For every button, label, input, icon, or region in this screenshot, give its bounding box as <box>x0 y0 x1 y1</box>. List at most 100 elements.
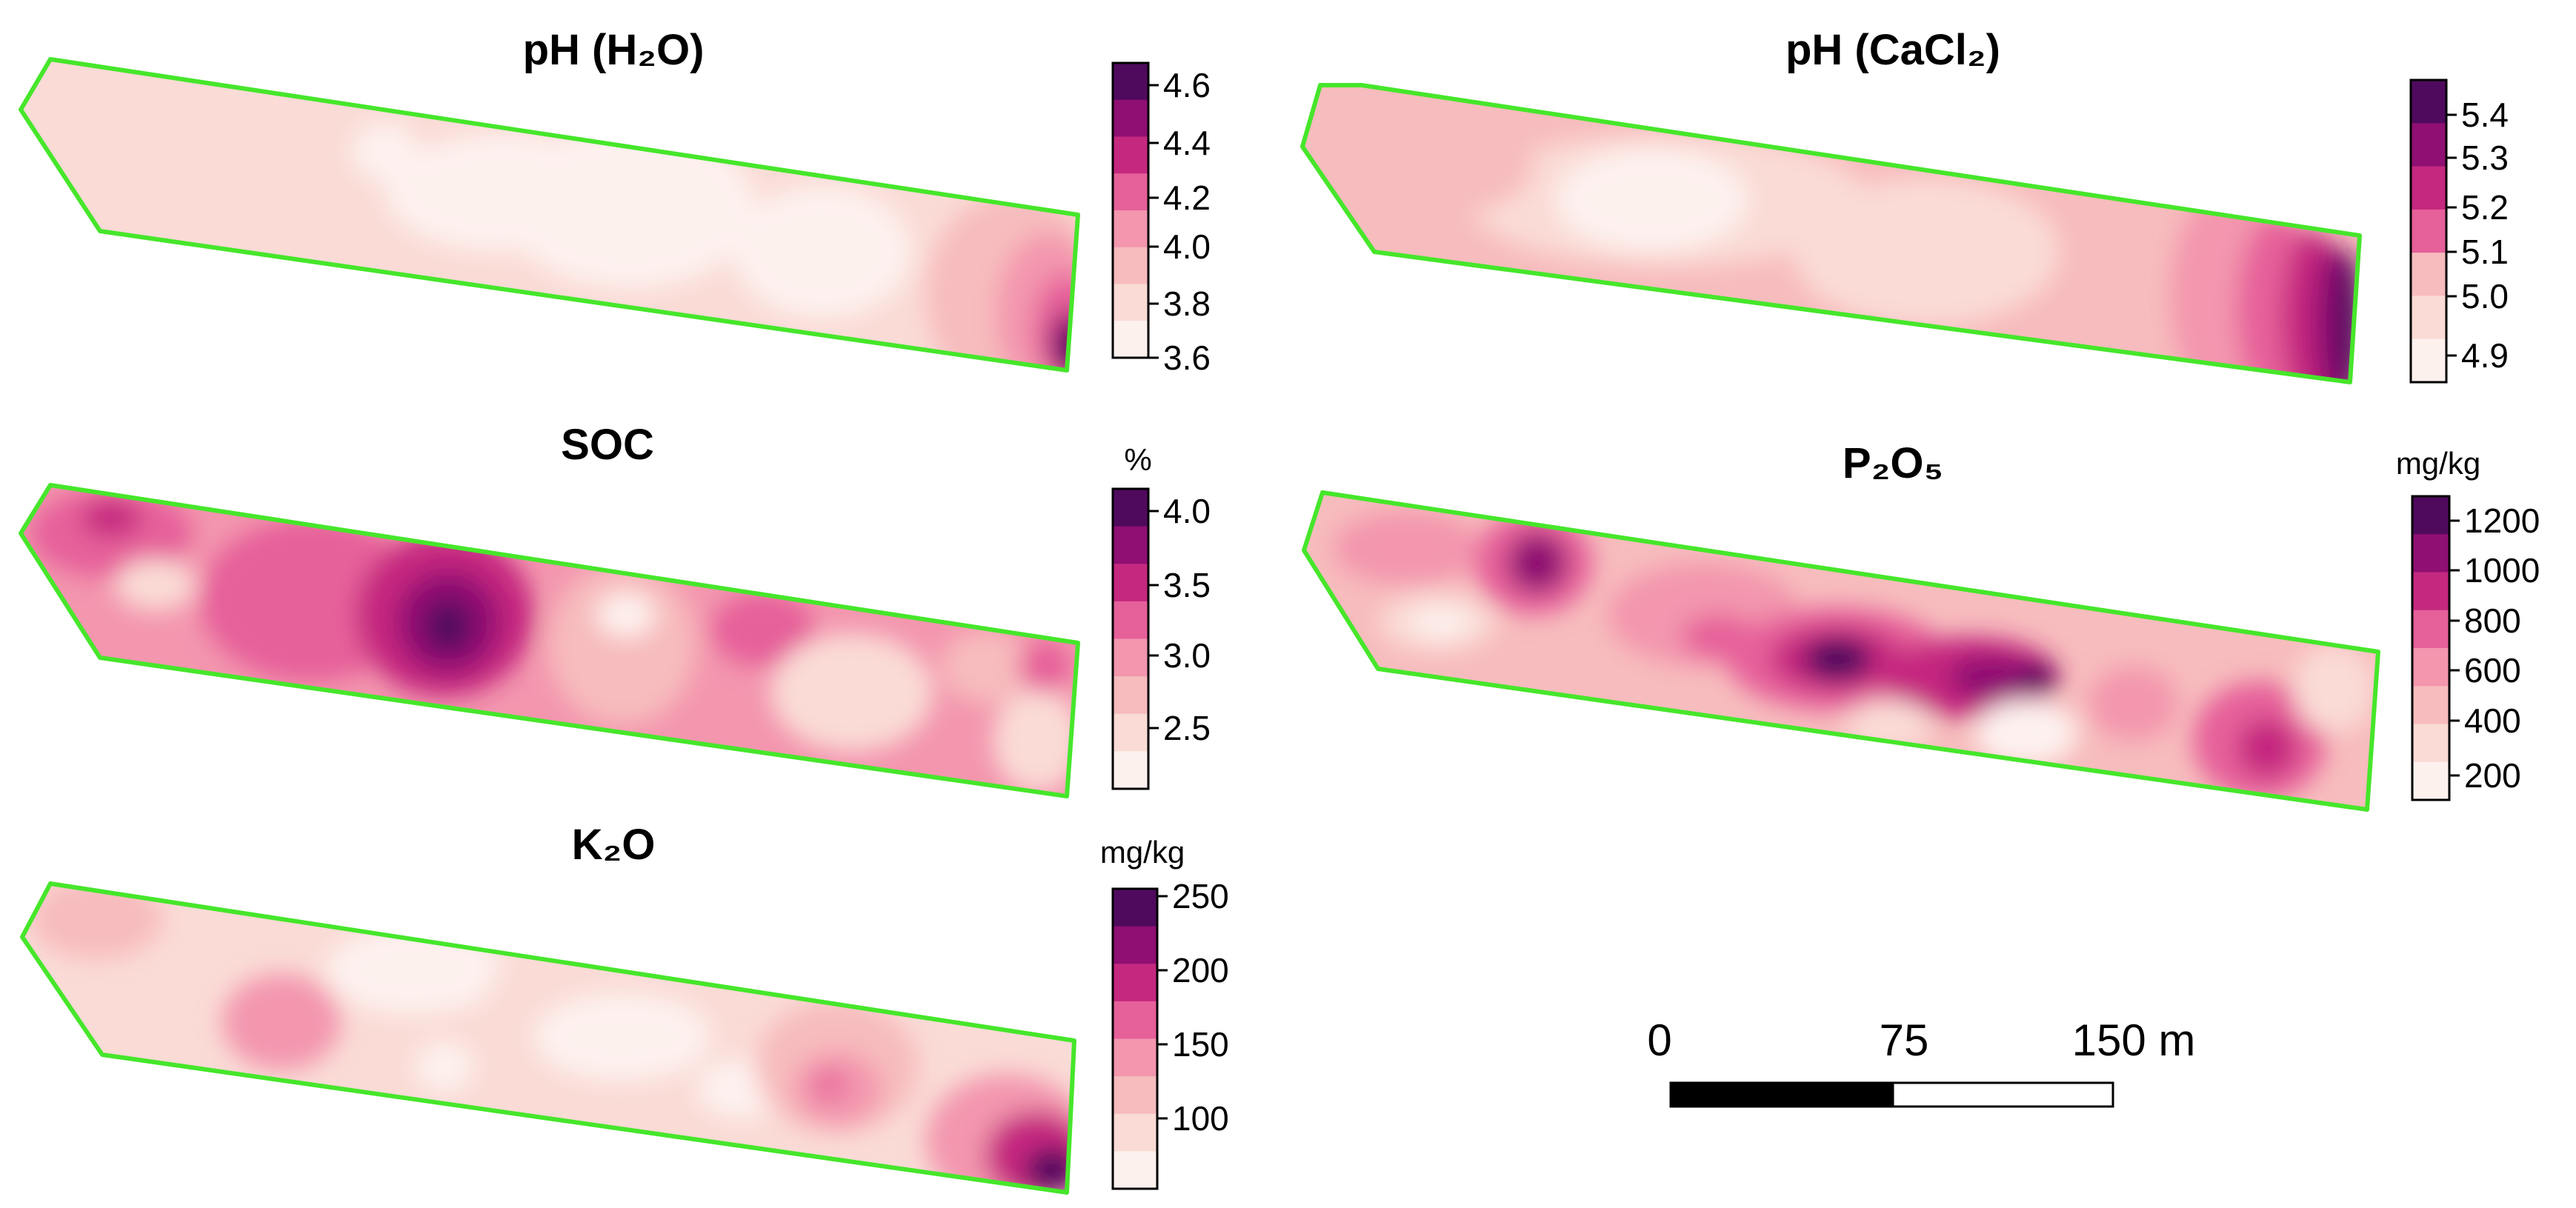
legend-unit-label: mg/kg <box>2396 446 2480 481</box>
legend-color-band <box>1113 321 1148 358</box>
map-panel-k2o: K₂O <box>20 821 1076 1195</box>
legend-color-band <box>2412 496 2449 535</box>
map-panel-p2o5: P₂O₅ <box>1302 439 2380 812</box>
scale-bar: 0 75 150 m <box>1647 1015 2196 1108</box>
legend-color-band <box>2412 534 2449 573</box>
field-boundary <box>20 881 1076 1195</box>
legend-frame <box>1111 887 1159 1190</box>
map-panel-ph-h2o: pH (H₂O) <box>19 26 1080 373</box>
legend-ph-h2o: 4.6 4.4 4.2 4.0 3.8 3.6 <box>1111 61 1211 377</box>
legend-tick-label: 3.6 <box>1163 338 1211 377</box>
ph-cacl2-surface <box>1302 85 2360 382</box>
legend-color-band <box>1113 964 1157 1002</box>
legend-tick-label: 2.5 <box>1163 709 1211 747</box>
legend-color-band <box>1113 676 1148 715</box>
legend-tick-label: 4.0 <box>1163 227 1211 266</box>
legend-color-band <box>1113 1113 1157 1152</box>
legend-color-band <box>1113 926 1157 964</box>
legend-color-band <box>1113 713 1148 752</box>
map-title: P₂O₅ <box>1843 439 1943 487</box>
legend-tick-label: 4.9 <box>2461 336 2509 375</box>
legend-tick-label: 3.5 <box>1163 566 1211 604</box>
scale-label-150m: 150 m <box>2072 1015 2196 1065</box>
legend-unit-label: % <box>1124 442 1151 477</box>
legend-color-band <box>1113 601 1148 639</box>
scale-label-75: 75 <box>1880 1015 1929 1065</box>
legend-color-band <box>2412 686 2449 724</box>
ph-h2o-surface <box>21 59 1078 370</box>
scale-bar-black-segment <box>1671 1083 1893 1107</box>
legend-tick-label: 3.8 <box>1163 284 1211 323</box>
scale-label-0: 0 <box>1647 1015 1671 1065</box>
legend-k2o: 250 200 150 100 mg/kg <box>1100 835 1229 1190</box>
legend-color-band <box>1113 526 1148 564</box>
legend-color-band <box>1113 136 1148 174</box>
legend-p2o5: 1200 1000 800 600 400 200 mg/kg <box>2396 446 2540 801</box>
legend-unit-label: mg/kg <box>1100 835 1185 870</box>
legend-ph-cacl2: 5.4 5.3 5.2 5.1 5.0 4.9 <box>2409 79 2509 384</box>
field-boundary <box>19 483 1080 798</box>
legend-color-band <box>1113 63 1148 101</box>
map-panel-soc: SOC <box>19 421 1080 798</box>
legend-color-band <box>1113 247 1148 284</box>
legend-color-band <box>2411 338 2446 383</box>
legend-tick-label: 600 <box>2464 651 2521 690</box>
legend-color-band <box>2412 761 2449 801</box>
legend-color-band <box>1113 564 1148 602</box>
legend-color-band <box>1113 751 1148 790</box>
legend-color-band <box>2411 80 2446 124</box>
legend-color-band <box>2412 648 2449 687</box>
legend-tick-label: 150 <box>1172 1025 1229 1064</box>
legend-tick-label: 1000 <box>2464 551 2540 590</box>
field-boundary <box>19 57 1080 373</box>
map-title: pH (H₂O) <box>523 26 705 74</box>
map-panel-ph-cacl2: pH (CaCl₂) <box>1300 26 2362 384</box>
legend-tick-label: 4.0 <box>1163 492 1211 530</box>
legend-tick-label: 4.4 <box>1163 124 1211 162</box>
legend-color-band <box>1113 210 1148 248</box>
legend-frame <box>2411 495 2451 801</box>
legend-tick-label: 200 <box>2464 756 2521 795</box>
legend-tick-label: 5.1 <box>2461 233 2509 271</box>
soc-surface <box>21 485 1078 796</box>
legend-tick-label: 1200 <box>2464 501 2540 540</box>
map-title: K₂O <box>572 821 656 869</box>
legend-tick-label: 5.4 <box>2461 96 2509 134</box>
legend-tick-label: 100 <box>1172 1099 1229 1138</box>
legend-frame <box>2409 79 2448 384</box>
legend-color-band <box>1113 99 1148 137</box>
legend-tick-label: 3.0 <box>1163 636 1211 675</box>
p2o5-surface <box>1304 493 2378 810</box>
map-title: SOC <box>561 421 654 469</box>
legend-color-band <box>2411 296 2446 340</box>
legend-tick-label: 400 <box>2464 701 2521 740</box>
legend-color-band <box>1113 1151 1157 1189</box>
legend-tick-label: 4.2 <box>1163 178 1211 217</box>
legend-color-band <box>1113 284 1148 321</box>
legend-color-band <box>1113 638 1148 677</box>
legend-color-band <box>1113 1001 1157 1039</box>
legend-color-band <box>2411 123 2446 167</box>
legend-tick-label: 800 <box>2464 601 2521 640</box>
legend-tick-label: 5.2 <box>2461 188 2509 227</box>
legend-color-band <box>1113 173 1148 211</box>
legend-tick-label: 5.0 <box>2461 277 2509 316</box>
legend-color-band <box>2411 166 2446 210</box>
legend-color-band <box>2412 724 2449 763</box>
legend-color-band <box>1113 489 1148 527</box>
legend-color-band <box>1113 889 1157 927</box>
legend-tick-label: 250 <box>1172 877 1229 915</box>
legend-tick-label: 200 <box>1172 951 1229 990</box>
scale-bar-white-segment <box>1891 1081 2114 1108</box>
legend-frame <box>1111 487 1150 790</box>
legend-color-band <box>2412 610 2449 649</box>
legend-tick-label: 4.6 <box>1163 66 1211 104</box>
field-boundary <box>1302 490 2380 812</box>
legend-color-band <box>2412 572 2449 611</box>
map-title: pH (CaCl₂) <box>1785 26 2000 74</box>
legend-tick-label: 5.3 <box>2461 139 2509 177</box>
k2o-surface <box>22 884 1074 1192</box>
legend-color-band <box>1113 1076 1157 1115</box>
legend-frame <box>1111 61 1150 359</box>
